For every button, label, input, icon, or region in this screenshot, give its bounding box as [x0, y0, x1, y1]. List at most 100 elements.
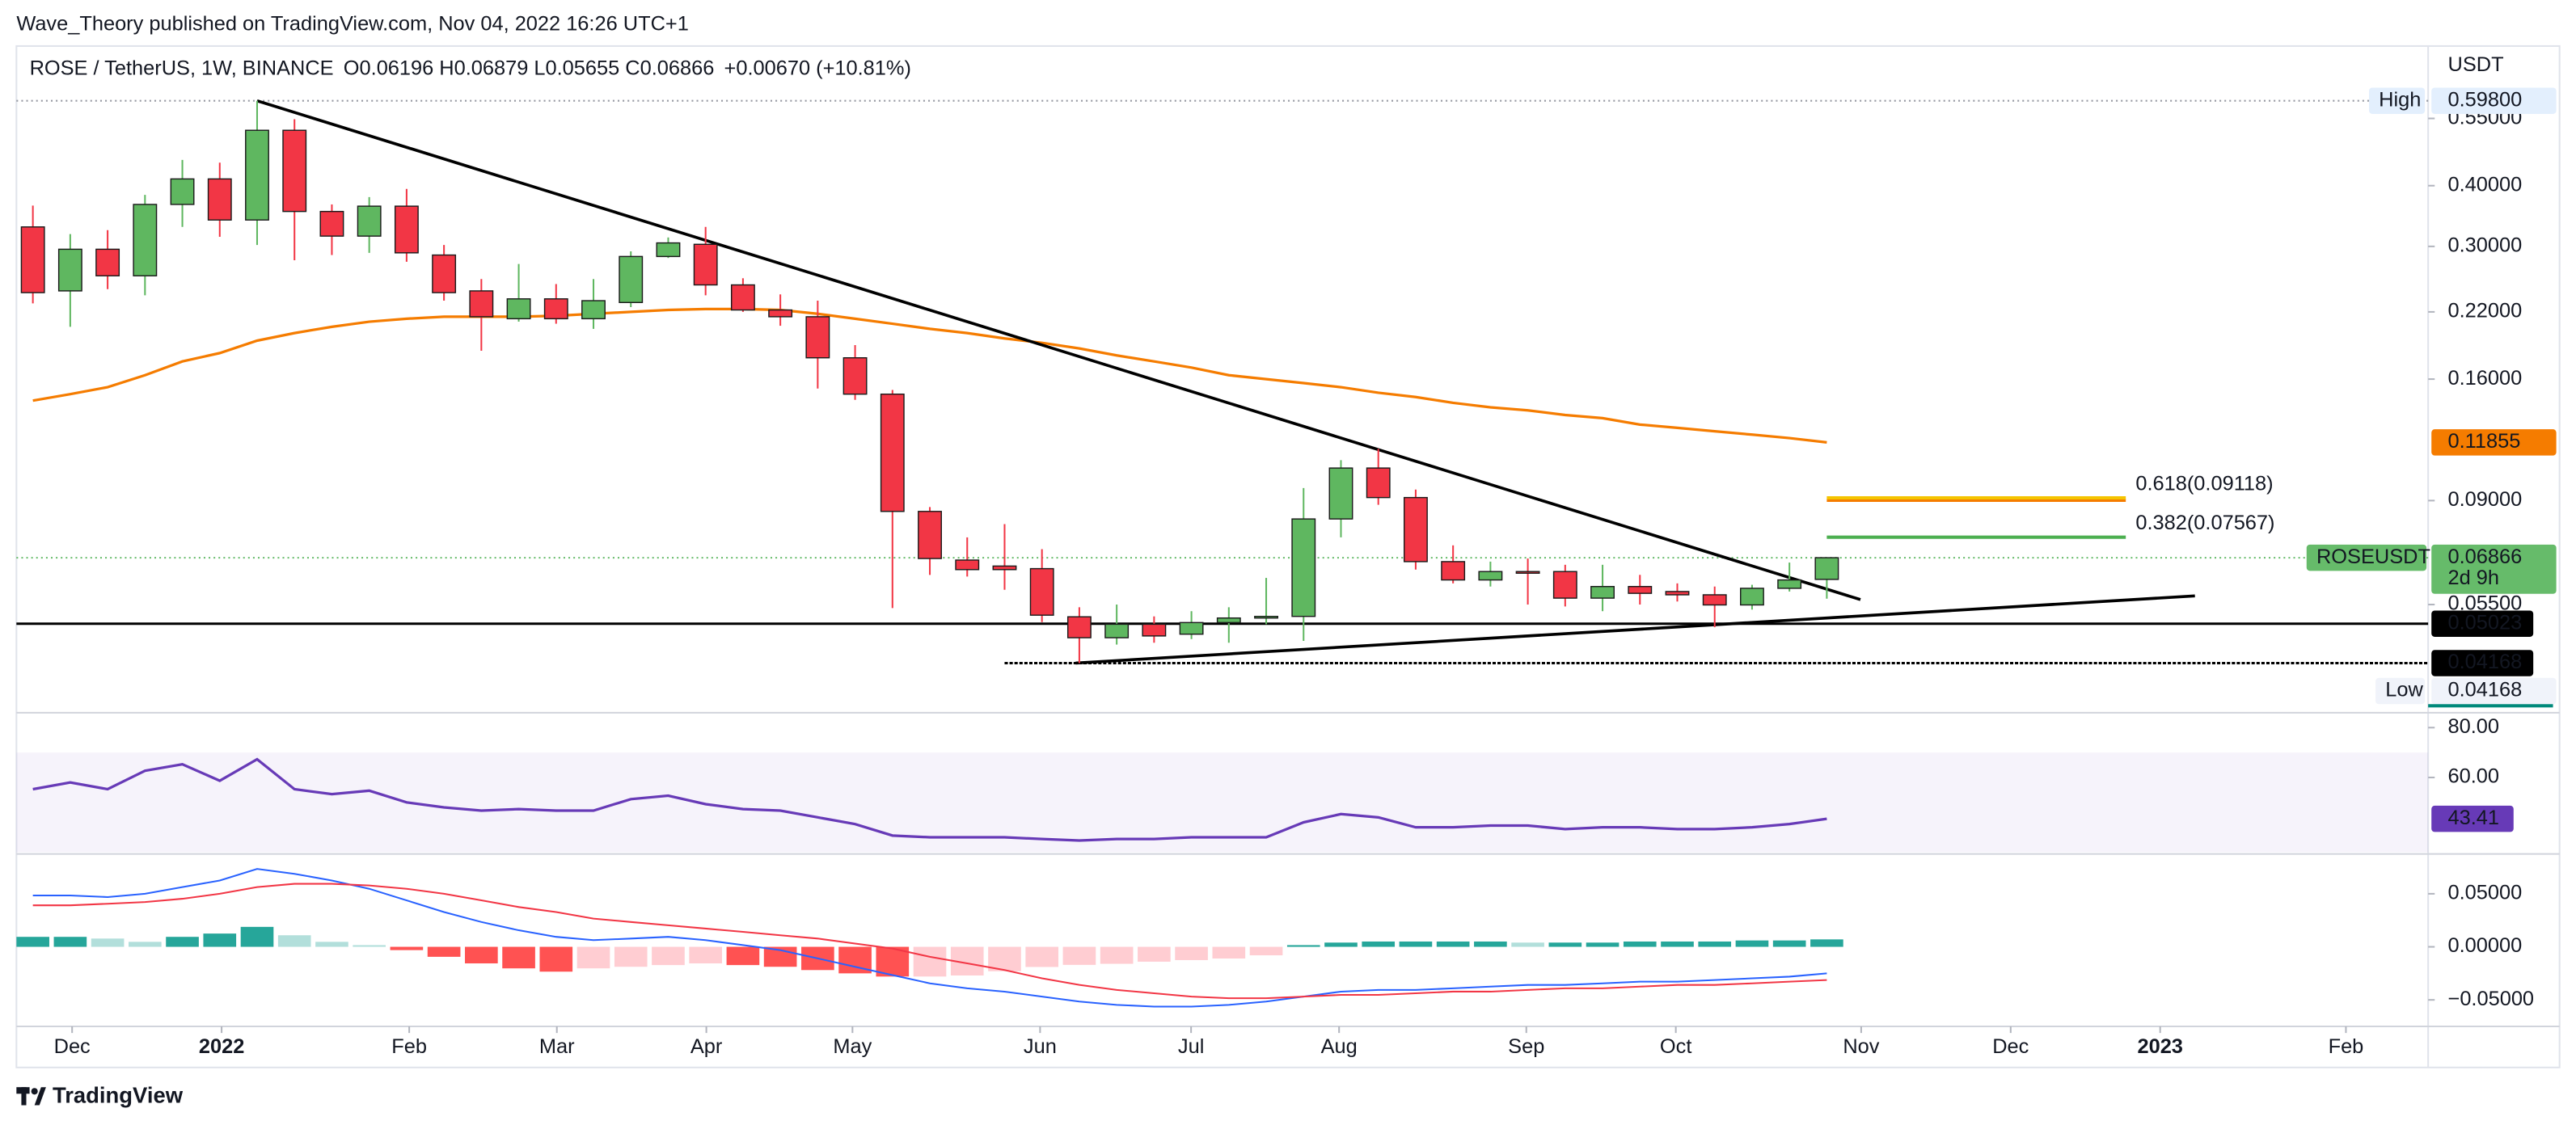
macd-histogram-bar: [539, 946, 573, 972]
macd-histogram-bar: [91, 938, 125, 947]
x-tick-label: May: [833, 1035, 872, 1058]
x-tick-label: Dec: [54, 1035, 91, 1058]
candle-body: [1179, 621, 1204, 635]
y-tick-label: 0.30000: [2448, 234, 2523, 257]
rsi-tick-label: 80.00: [2448, 715, 2500, 738]
high-name: High: [2379, 88, 2421, 111]
rsi-band: [16, 752, 2429, 853]
macd-histogram-bar: [1735, 940, 1769, 947]
level-value-box: [2431, 610, 2534, 637]
candle-body: [95, 248, 120, 276]
macd-histogram-bar: [315, 942, 348, 947]
macd-tick-label: 0.05000: [2448, 882, 2523, 904]
macd-histogram-bar: [1100, 946, 1134, 964]
macd-histogram-bar: [1810, 939, 1843, 947]
candle-body: [1665, 591, 1690, 596]
candle-body: [880, 393, 905, 512]
candle-body: [619, 255, 644, 304]
rsi-line: [32, 757, 1827, 842]
logo-shape: [31, 1088, 38, 1095]
macd-histogram-bar: [465, 946, 498, 964]
macd-histogram-bar: [1399, 941, 1433, 947]
fib-label: 0.382(0.07567): [2135, 512, 2274, 534]
trendline: [1075, 594, 2195, 665]
x-tick-label: Mar: [539, 1035, 575, 1058]
low-underline: [2428, 704, 2553, 708]
macd-histogram-bar: [166, 937, 199, 947]
candle-body: [1740, 588, 1764, 606]
candle-body: [1777, 579, 1802, 589]
macd-histogram-bar: [1175, 946, 1208, 960]
macd-histogram-bar: [576, 946, 610, 969]
macd-histogram-bar: [1138, 946, 1171, 962]
candle-body: [730, 284, 755, 311]
macd-histogram-bar: [427, 946, 461, 957]
macd-histogram-bar: [913, 946, 947, 977]
level-value-box: [2431, 650, 2534, 676]
candle-body: [1515, 571, 1540, 574]
level-value: 0.04168: [2448, 651, 2523, 673]
candle-body: [992, 565, 1017, 571]
macd-histogram-bar: [1025, 946, 1059, 967]
macd-histogram-bar: [1286, 945, 1320, 947]
rsi-value: 43.41: [2448, 807, 2500, 829]
candle-body: [1814, 557, 1839, 580]
candle-body: [1441, 561, 1466, 581]
macd-histogram-bar: [988, 946, 1021, 971]
footer-brand: TradingView: [53, 1083, 184, 1108]
x-tick-label: Feb: [391, 1035, 427, 1058]
candle-body: [955, 559, 980, 571]
candle-body: [693, 243, 718, 286]
moving-average: [32, 307, 1827, 445]
macd-histogram-bar: [277, 935, 311, 947]
plot-area: 0.550000.400000.300000.220000.160000.090…: [16, 87, 2557, 1058]
macd-histogram-bar: [129, 942, 162, 947]
candle-body: [1478, 571, 1503, 581]
candle-body: [1216, 617, 1241, 624]
high-value-box: [2431, 87, 2557, 114]
macd-histogram-bar: [1212, 946, 1246, 959]
candle-body: [133, 204, 158, 276]
legend-ohlc: O0.06196 H0.06879 L0.05655 C0.06866: [344, 57, 715, 79]
candle-body: [1254, 615, 1278, 619]
macd-histogram-bar: [652, 946, 685, 966]
y-tick-label: 0.16000: [2448, 367, 2523, 390]
footer-logo: TradingView: [16, 1083, 184, 1108]
candle-body: [581, 300, 606, 320]
candle-body: [656, 242, 681, 258]
signal-line: [32, 883, 1827, 1000]
legend-change: +0.00670 (+10.81%): [724, 57, 911, 79]
candle-body: [357, 205, 382, 237]
candle-body: [245, 129, 269, 221]
y-tick-label: 0.40000: [2448, 173, 2523, 196]
last-name: ROSEUSDT: [2316, 546, 2430, 568]
candle-body: [1702, 594, 1727, 606]
candle-body: [1066, 616, 1092, 638]
candle-body: [543, 298, 568, 320]
low-name-box: [2375, 677, 2426, 705]
high-value: 0.59800: [2448, 88, 2523, 111]
macd-histogram-bar: [1474, 941, 1507, 947]
macd-histogram-bar: [1698, 941, 1732, 947]
x-tick-label: Apr: [690, 1035, 723, 1058]
candle-body: [1104, 623, 1130, 638]
macd-histogram-bar: [53, 937, 87, 947]
x-tick-label: Dec: [1992, 1035, 2029, 1058]
countdown: 2d 9h: [2448, 567, 2500, 589]
candle-body: [432, 254, 457, 293]
x-tick-label: Jul: [1178, 1035, 1204, 1058]
macd-histogram-bar: [16, 937, 49, 947]
x-tick-label: 2022: [199, 1035, 244, 1058]
macd-histogram-bar: [1324, 942, 1358, 947]
candle-body: [319, 210, 344, 237]
macd-histogram-bar: [726, 946, 760, 966]
logo-shape: [21, 1087, 27, 1106]
candle-body: [1628, 586, 1653, 594]
candle-body: [506, 298, 531, 320]
candle-body: [1291, 518, 1316, 617]
macd-histogram-bar: [353, 945, 386, 947]
candle-body: [207, 178, 232, 221]
last-value: 0.06866: [2448, 546, 2523, 568]
